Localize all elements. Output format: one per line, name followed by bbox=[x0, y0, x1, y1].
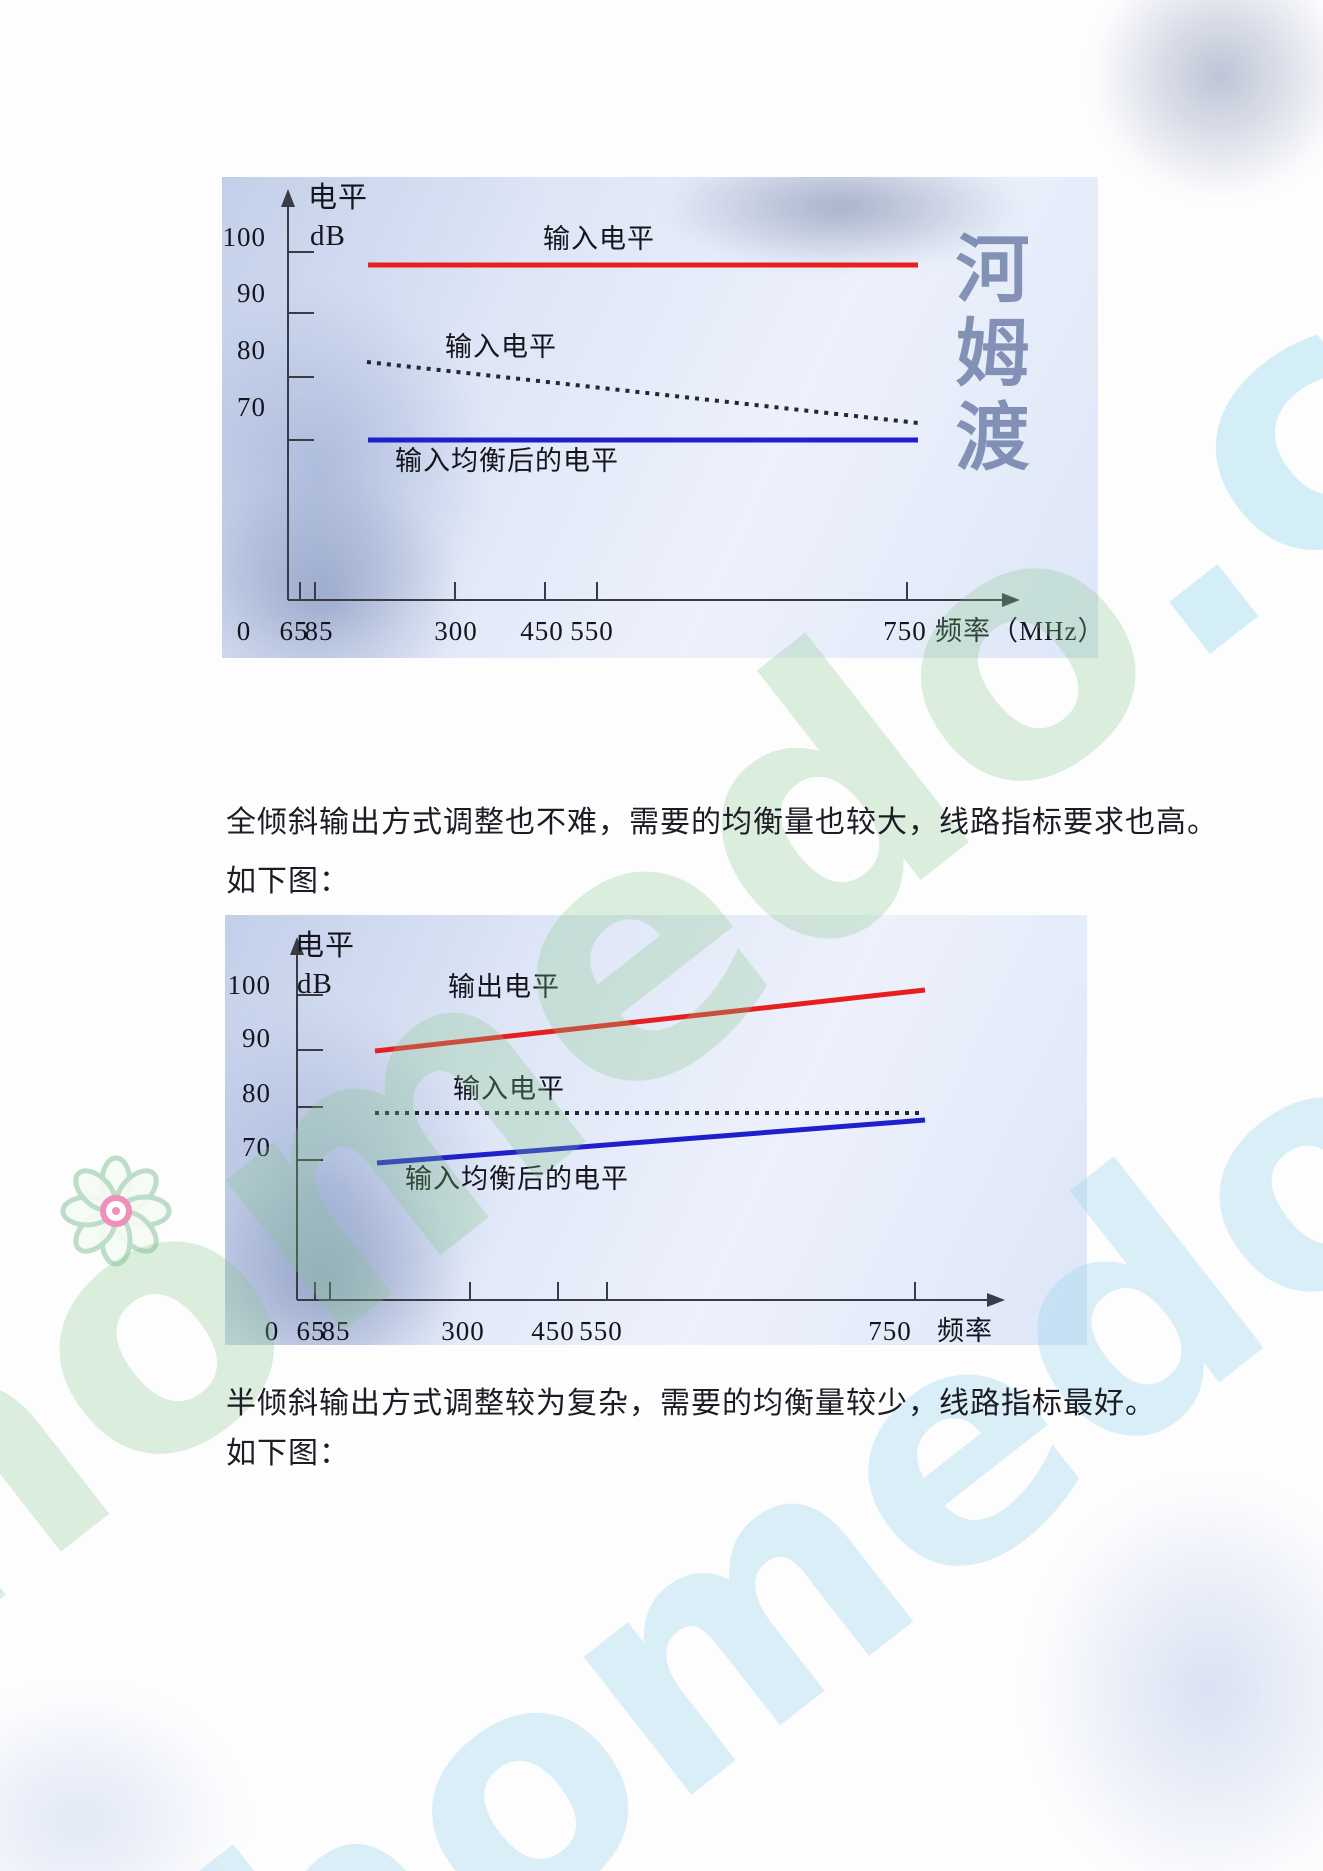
chart1-series-label-input: 输入电平 bbox=[543, 224, 655, 254]
chart1-ytick-70: 70 bbox=[237, 392, 266, 422]
paragraph-half-tilt: 半倾斜输出方式调整较为复杂，需要的均衡量较少，线路指标最好。 bbox=[226, 1387, 1156, 1420]
chart2-equalized-level-line bbox=[376, 1117, 926, 1166]
chart2-xtick-0: 0 bbox=[264, 1316, 280, 1345]
chart2-series-label-input: 输入电平 bbox=[453, 1074, 565, 1104]
paragraph-half-tilt-follow: 如下图： bbox=[226, 1437, 350, 1470]
chart1-ytick-90: 90 bbox=[237, 278, 266, 308]
level-chart-flat-output: 电平 dB 100 90 80 70 输入电平 输入电平 输入均衡后的电平 0 … bbox=[222, 177, 1098, 658]
chart1-ytick-80: 80 bbox=[237, 335, 266, 365]
chart2-series-label-output: 输出电平 bbox=[448, 972, 560, 1002]
chart2-ytick-100: 100 bbox=[227, 970, 271, 1000]
chart1-xtick-550: 550 bbox=[570, 616, 614, 646]
chart2-y-axis-arrow-icon bbox=[290, 937, 304, 955]
paragraph-full-tilt: 全倾斜输出方式调整也不难，需要的均衡量也较大，线路指标要求也高。 bbox=[226, 806, 1218, 839]
chart1-xlabel: 频率（MHz） bbox=[935, 616, 1098, 646]
chart1-sloped-input-level-dotted-line bbox=[366, 360, 919, 425]
chart2-x-axis-arrow-icon bbox=[987, 1293, 1005, 1307]
chart1-xtick-0: 0 bbox=[236, 616, 252, 646]
flower-logo-icon bbox=[60, 1155, 172, 1267]
chart2-ytick-80: 80 bbox=[242, 1078, 271, 1108]
chart2-canvas bbox=[290, 937, 1005, 1307]
paragraph-full-tilt-follow: 如下图： bbox=[226, 865, 350, 898]
chart1-y-axis-arrow-icon bbox=[281, 189, 295, 207]
level-chart-full-tilt-output: 电平 dB 100 90 80 70 输出电平 输入电平 输入均衡后的电平 0 … bbox=[225, 915, 1087, 1345]
chart1-xtick-85: 85 bbox=[304, 616, 334, 646]
chart2-xtick-300: 300 bbox=[441, 1316, 485, 1345]
chart1-ytick-100: 100 bbox=[222, 222, 266, 252]
chart2-xtick-550: 550 bbox=[579, 1316, 623, 1345]
chart1-series-label-sloped: 输入电平 bbox=[445, 332, 557, 362]
chart2-ylabel: 电平 bbox=[295, 930, 356, 962]
chart1-xtick-750: 750 bbox=[883, 616, 927, 646]
chart1-ylabel-unit: dB bbox=[310, 220, 346, 252]
chart1-ylabel: 电平 bbox=[308, 182, 369, 214]
chart2-ytick-90: 90 bbox=[242, 1023, 271, 1053]
chart1-xtick-450: 450 bbox=[520, 616, 564, 646]
chart1-series-label-equalized: 输入均衡后的电平 bbox=[395, 446, 619, 476]
chart1-canvas bbox=[281, 189, 1020, 607]
background-glow-bottom-left bbox=[0, 1690, 240, 1871]
chart1-xtick-300: 300 bbox=[434, 616, 478, 646]
chart2-xtick-85: 85 bbox=[321, 1316, 351, 1345]
chart2-xtick-450: 450 bbox=[531, 1316, 575, 1345]
chart1-x-axis-arrow-icon bbox=[1002, 593, 1020, 607]
chart2-xlabel: 频率（MHz） bbox=[937, 1316, 993, 1345]
background-glow-bottom-right bbox=[1030, 1480, 1323, 1871]
chart2-ylabel-unit: dB bbox=[297, 968, 333, 1000]
chart2-series-label-equalized: 输入均衡后的电平 bbox=[405, 1164, 629, 1194]
chart2-xtick-750: 750 bbox=[868, 1316, 912, 1345]
background-photo-blob-top-right bbox=[1090, 0, 1323, 200]
chart2-ytick-70: 70 bbox=[242, 1132, 271, 1162]
